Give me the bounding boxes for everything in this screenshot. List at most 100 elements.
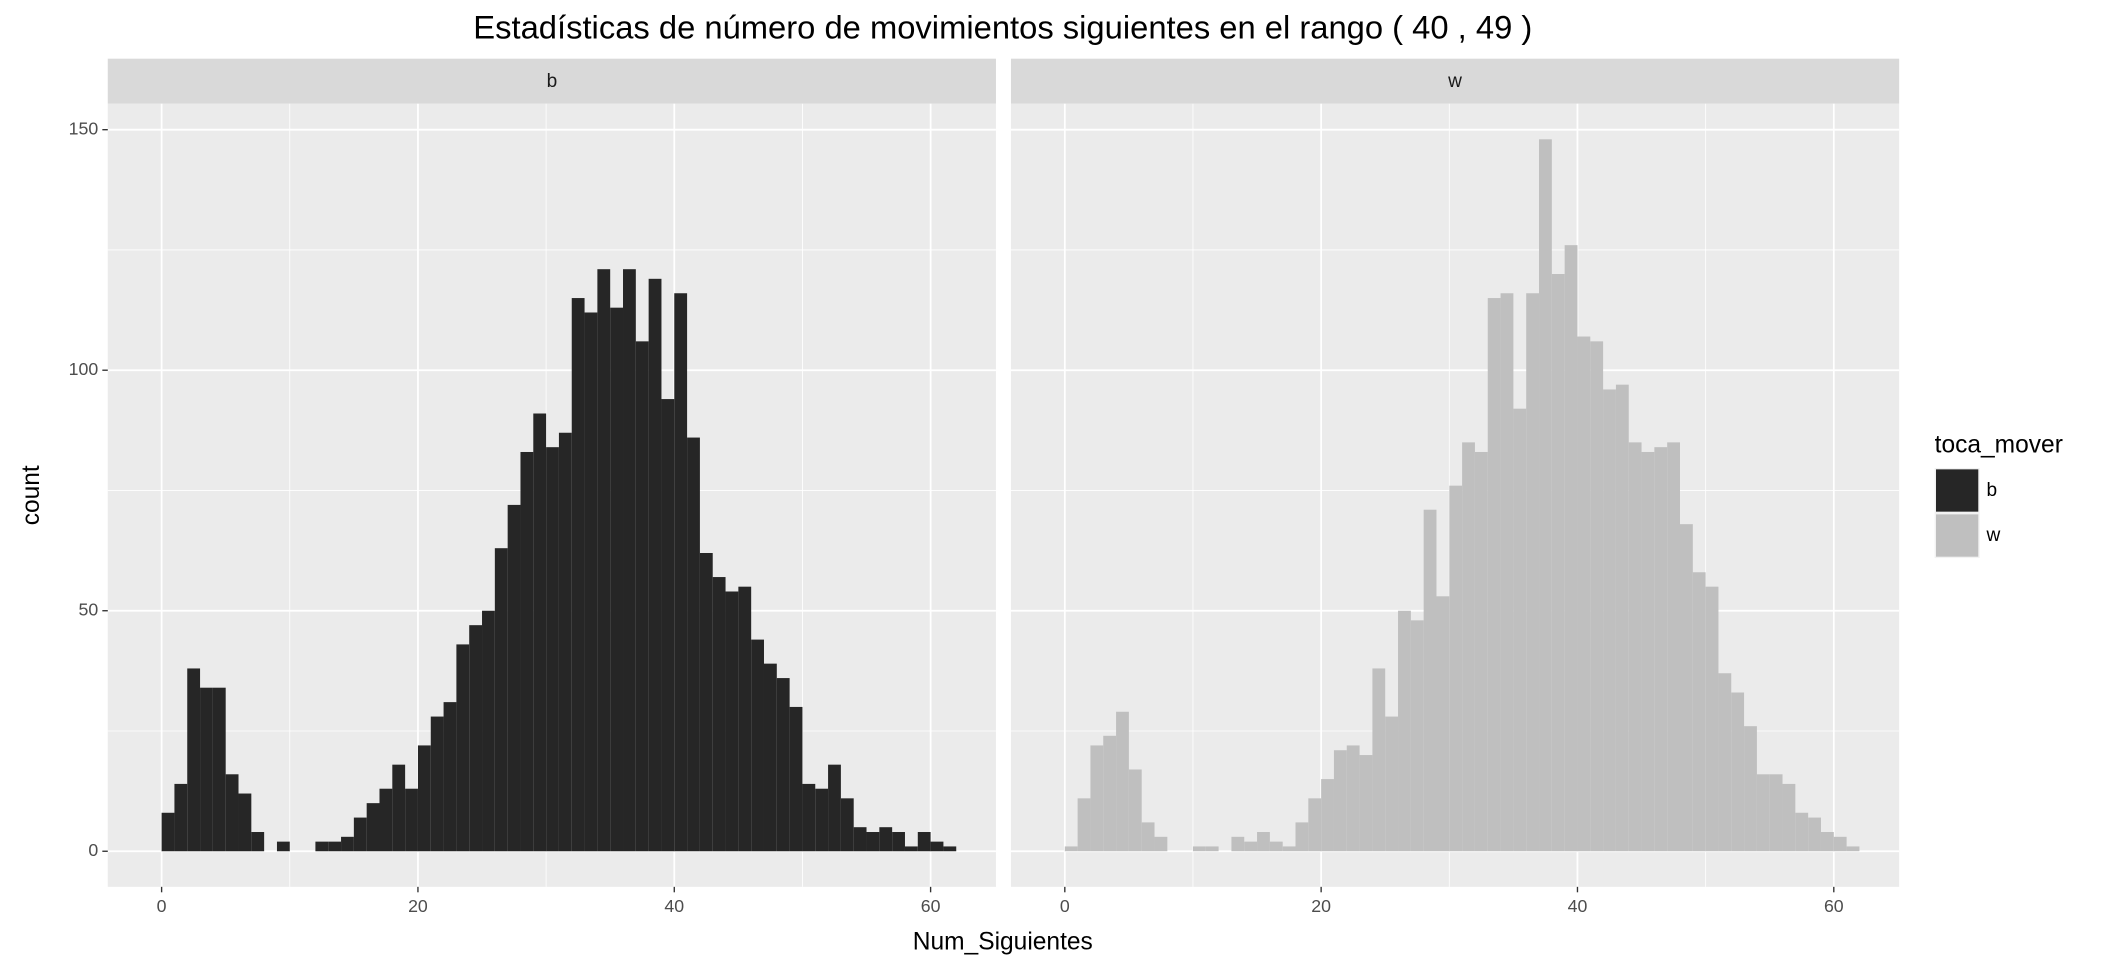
bar xyxy=(174,783,188,852)
bar xyxy=(1577,336,1591,852)
bar xyxy=(699,553,713,852)
bar xyxy=(469,625,483,852)
x-tick-label: 0 xyxy=(157,896,167,916)
bar xyxy=(507,504,521,852)
bar xyxy=(1782,783,1796,852)
bar xyxy=(879,827,893,852)
bar xyxy=(1551,274,1565,852)
bar xyxy=(200,687,213,852)
bar xyxy=(366,803,380,852)
strip-label: w xyxy=(1447,71,1462,92)
bar xyxy=(1141,822,1155,852)
strip xyxy=(1010,58,1900,104)
bar xyxy=(687,437,700,852)
bar xyxy=(1808,817,1821,852)
bar xyxy=(1718,673,1732,852)
bar xyxy=(1244,841,1258,852)
bar xyxy=(1564,245,1578,852)
bar xyxy=(1385,716,1399,852)
bar xyxy=(597,269,611,852)
bar xyxy=(443,702,457,852)
bar xyxy=(1410,620,1424,852)
bar xyxy=(623,269,636,852)
bar xyxy=(1449,485,1463,852)
bar xyxy=(1603,389,1616,852)
bar xyxy=(1820,832,1834,852)
bar xyxy=(635,341,649,852)
x-tick-label: 20 xyxy=(1311,896,1331,916)
bar xyxy=(1064,846,1078,852)
bar xyxy=(1526,293,1540,852)
bar xyxy=(1769,774,1783,852)
legend-title: toca_mover xyxy=(1935,432,2063,459)
bar xyxy=(1462,442,1475,852)
bar xyxy=(1500,293,1514,852)
bar xyxy=(1154,836,1168,852)
bar xyxy=(225,774,239,852)
bar xyxy=(738,586,752,852)
x-axis-label: Num_Siguientes xyxy=(913,928,1093,955)
x-tick-label: 40 xyxy=(1568,896,1588,916)
bar xyxy=(315,841,329,852)
bar xyxy=(494,548,508,852)
bar xyxy=(892,832,905,852)
bar xyxy=(1192,846,1206,852)
bar xyxy=(904,846,918,852)
bar xyxy=(1077,798,1091,852)
bar xyxy=(238,793,252,852)
bar xyxy=(661,399,675,852)
x-tick-label: 0 xyxy=(1060,896,1070,916)
chart-title: Estadísticas de número de movimientos si… xyxy=(473,9,1532,46)
bar xyxy=(1269,841,1283,852)
bar xyxy=(789,706,803,852)
bar xyxy=(1615,384,1629,852)
bar xyxy=(725,591,739,852)
bar xyxy=(1474,451,1488,852)
bar xyxy=(417,745,431,852)
bar xyxy=(482,610,495,852)
bar xyxy=(1295,822,1309,852)
strip-label: b xyxy=(547,71,558,92)
bar xyxy=(1103,735,1117,852)
bar xyxy=(1231,836,1245,852)
bar xyxy=(1398,610,1411,852)
legend-label: b xyxy=(1986,480,1997,501)
bar xyxy=(405,788,418,852)
legend-swatch xyxy=(1936,514,1979,557)
bar xyxy=(1692,572,1706,852)
bar xyxy=(379,788,393,852)
bar xyxy=(943,846,957,852)
bar xyxy=(1513,408,1527,852)
bar xyxy=(1333,750,1347,852)
bar xyxy=(648,278,662,852)
bar xyxy=(866,832,880,852)
bar xyxy=(1795,812,1809,852)
x-tick-label: 60 xyxy=(1824,896,1844,916)
legend-swatch xyxy=(1936,469,1979,512)
bar xyxy=(328,841,342,852)
bar xyxy=(1680,524,1693,852)
bar xyxy=(853,827,867,852)
y-tick-label: 150 xyxy=(69,118,99,138)
bar xyxy=(341,836,354,852)
bar xyxy=(712,577,726,852)
bar xyxy=(1257,832,1270,852)
bar xyxy=(392,764,406,852)
y-tick-label: 0 xyxy=(88,840,98,860)
bar xyxy=(1359,755,1373,852)
bar xyxy=(610,307,624,852)
bar xyxy=(276,841,290,852)
bar xyxy=(1641,451,1655,852)
bar xyxy=(1667,442,1680,852)
bar xyxy=(674,293,688,852)
bar xyxy=(212,687,226,852)
bar xyxy=(430,716,444,852)
bar xyxy=(1628,442,1642,852)
bar xyxy=(1346,745,1360,852)
strip xyxy=(107,58,996,104)
bar xyxy=(1539,139,1552,852)
bar xyxy=(917,832,931,852)
x-tick-label: 60 xyxy=(921,896,941,916)
